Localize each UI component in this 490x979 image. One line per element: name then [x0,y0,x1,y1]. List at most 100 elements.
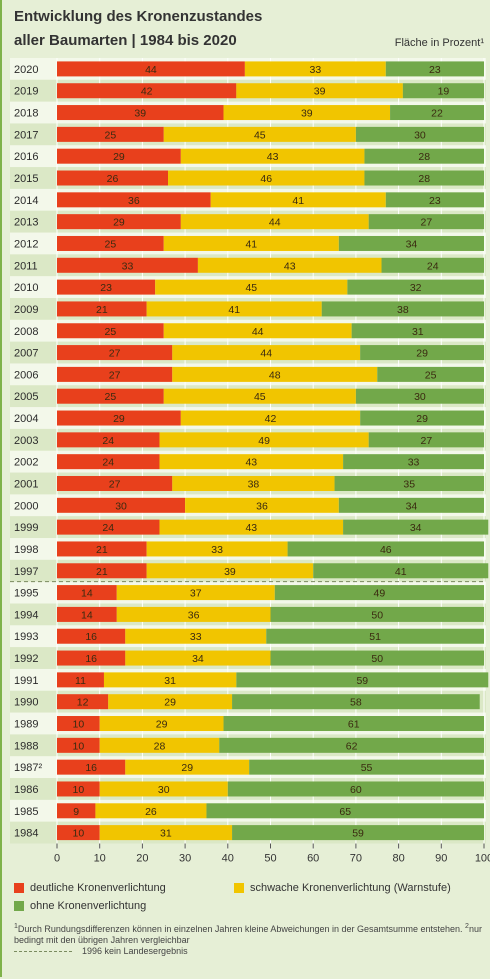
data-label-ohne: 32 [410,282,422,294]
bar-deutliche [57,650,126,666]
data-label-deutliche: 10 [73,740,85,752]
data-label-ohne: 55 [361,762,373,774]
bar-deutliche [57,585,117,601]
data-label-deutliche: 10 [73,719,85,731]
legend-ohne: ohne Kronenverlichtung [14,900,146,912]
bar-ohne [227,781,485,797]
data-label-ohne: 31 [412,326,424,338]
data-label-schwache: 41 [245,238,257,250]
bar-schwache [95,803,207,819]
year-label: 1988 [14,740,38,752]
bar-schwache [108,694,233,710]
data-label-schwache: 45 [254,391,266,403]
data-label-schwache: 30 [158,784,170,796]
bar-deutliche [57,628,126,644]
data-label-schwache: 43 [284,260,296,272]
data-label-ohne: 50 [371,653,383,665]
bar-ohne [368,432,484,448]
x-tick-label: 90 [435,853,447,865]
data-label-schwache: 45 [245,282,257,294]
bar-schwache [210,192,386,208]
data-label-deutliche: 21 [96,544,108,556]
bar-schwache [172,366,378,382]
bar-ohne [364,170,484,186]
data-label-schwache: 42 [265,413,277,425]
bar-ohne [347,279,484,295]
bar-schwache [146,541,288,557]
data-label-deutliche: 25 [105,129,117,141]
data-label-ohne: 34 [410,522,422,534]
bar-deutliche [57,672,104,688]
data-label-schwache: 34 [192,653,204,665]
data-label-deutliche: 39 [134,108,146,120]
year-label: 2003 [14,435,38,447]
data-label-deutliche: 23 [100,282,112,294]
bar-deutliche [57,541,147,557]
bar-schwache [163,323,352,339]
bar-ohne [287,541,484,557]
data-label-schwache: 43 [267,151,279,163]
bar-ohne [249,759,484,775]
bar-schwache [223,105,391,121]
dash-note-text: 1996 kein Landesergebnis [82,946,188,956]
bar-deutliche [57,61,245,77]
data-label-deutliche: 21 [96,304,108,316]
bar-ohne [274,585,484,601]
x-tick-label: 30 [179,853,191,865]
year-label: 2005 [14,391,38,403]
data-label-ohne: 46 [380,544,392,556]
data-label-schwache: 48 [269,369,281,381]
data-label-deutliche: 33 [122,260,134,272]
bar-deutliche [57,279,156,295]
bar-deutliche [57,105,224,121]
legend-swatch-ohne [14,901,24,911]
bar-ohne [343,454,484,470]
bar-deutliche [57,432,160,448]
bar-schwache [163,388,356,404]
bar-schwache [180,214,369,230]
bar-deutliche [57,83,237,99]
year-label: 1998 [14,544,38,556]
bar-ohne [232,825,484,841]
bar-deutliche [57,148,181,164]
data-label-ohne: 35 [403,478,415,490]
data-label-schwache: 39 [224,566,236,578]
data-label-schwache: 28 [154,740,166,752]
data-label-schwache: 43 [245,522,257,534]
data-label-deutliche: 24 [102,457,114,469]
bar-schwache [155,279,348,295]
bar-deutliche [57,126,164,142]
x-tick-label: 80 [392,853,404,865]
bar-ohne [338,235,484,251]
data-label-schwache: 29 [156,719,168,731]
data-label-schwache: 44 [260,348,272,360]
x-tick-label: 60 [307,853,319,865]
data-label-schwache: 44 [252,326,264,338]
year-label: 1985 [14,806,38,818]
bar-deutliche [57,825,100,841]
data-label-deutliche: 27 [109,348,121,360]
bar-deutliche [57,759,126,775]
data-label-ohne: 23 [429,195,441,207]
year-label: 2019 [14,86,38,98]
bar-deutliche [57,235,164,251]
bar-ohne [206,803,484,819]
data-label-ohne: 58 [350,697,362,709]
bar-schwache [159,519,344,535]
data-label-ohne: 50 [371,609,383,621]
data-label-schwache: 45 [254,129,266,141]
year-label: 1989 [14,719,38,731]
bar-schwache [99,716,224,732]
year-label: 2009 [14,304,38,316]
data-label-schwache: 43 [245,457,257,469]
bar-deutliche [57,475,173,491]
bar-deutliche [57,214,181,230]
dash-note: 1996 kein Landesergebnis [14,946,484,957]
data-label-schwache: 36 [188,609,200,621]
data-label-deutliche: 21 [96,566,108,578]
bar-deutliche [57,366,173,382]
bar-deutliche [57,388,164,404]
x-tick-label: 20 [136,853,148,865]
year-label: 1994 [14,609,38,621]
bar-ohne [390,105,484,121]
